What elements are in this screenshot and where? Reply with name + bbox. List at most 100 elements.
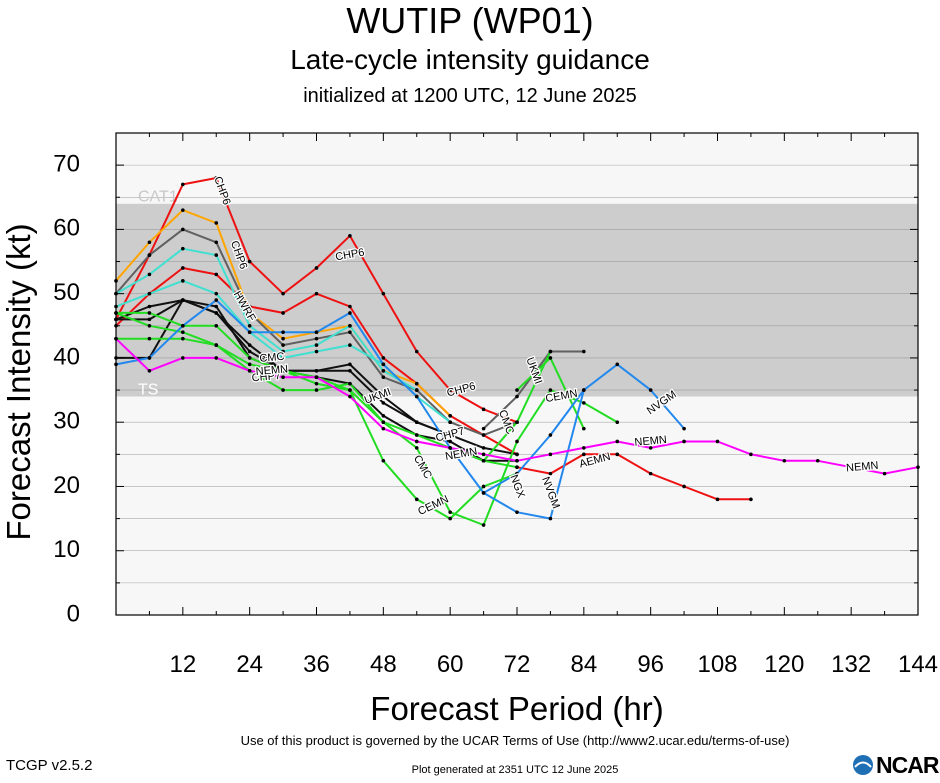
data-point — [548, 349, 553, 354]
data-point — [615, 452, 620, 457]
data-point — [314, 388, 319, 392]
data-point — [181, 279, 185, 283]
chart-subtitle: Late-cycle intensity guidance — [290, 44, 650, 75]
data-point — [715, 439, 720, 444]
x-tick-label: 96 — [637, 651, 664, 678]
band-label-cat1: CAT1 — [138, 189, 178, 206]
data-point — [448, 420, 452, 425]
data-point — [314, 266, 319, 270]
data-point — [448, 413, 452, 418]
data-point — [281, 356, 285, 360]
ncar-logo-text: NCAR — [876, 752, 939, 778]
data-point — [247, 304, 252, 309]
data-point — [247, 330, 252, 335]
data-point — [414, 394, 419, 399]
data-point — [448, 510, 452, 514]
data-point — [147, 356, 152, 360]
data-point — [515, 465, 519, 469]
data-point — [481, 523, 486, 527]
x-tick-label: 36 — [303, 651, 330, 678]
data-point — [515, 510, 519, 514]
data-point — [815, 458, 820, 463]
y-tick-label: 10 — [53, 536, 80, 563]
data-point — [281, 311, 285, 315]
ncar-logo-icon — [853, 755, 873, 775]
y-tick-label: 0 — [67, 600, 80, 627]
series-line — [483, 389, 585, 494]
data-point — [214, 324, 219, 328]
data-point — [348, 381, 352, 386]
data-point — [348, 368, 352, 373]
data-point — [214, 240, 219, 245]
data-point — [749, 452, 753, 457]
chart-init-time: initialized at 1200 UTC, 12 June 2025 — [303, 85, 637, 107]
y-tick-label: 20 — [53, 472, 80, 499]
data-point — [548, 516, 553, 521]
data-point — [481, 452, 486, 457]
data-point — [882, 471, 887, 476]
data-point — [281, 375, 285, 380]
data-point — [147, 253, 152, 257]
data-point — [381, 394, 386, 399]
data-point — [247, 324, 252, 328]
data-point — [648, 471, 653, 476]
y-tick-label: 30 — [53, 408, 80, 435]
data-point — [481, 407, 486, 412]
data-point — [214, 298, 219, 302]
data-point — [515, 452, 519, 457]
data-point — [749, 497, 753, 502]
x-tick-label: 24 — [236, 651, 263, 678]
data-point — [582, 452, 586, 457]
data-point — [214, 311, 219, 315]
data-point — [214, 176, 219, 180]
data-point — [348, 394, 352, 399]
series-line — [516, 453, 751, 501]
data-point — [281, 349, 285, 354]
ncar-logo: NCAR — [850, 752, 939, 778]
data-point — [181, 227, 185, 232]
data-point — [214, 291, 219, 296]
data-point — [481, 433, 486, 437]
data-point — [281, 388, 285, 392]
data-point — [147, 304, 152, 309]
data-point — [247, 362, 252, 367]
data-point — [348, 388, 352, 392]
data-point — [381, 362, 386, 367]
data-point — [448, 433, 452, 437]
series-label: CMC — [259, 351, 285, 365]
series-line — [115, 247, 418, 391]
data-point — [214, 356, 219, 360]
data-point — [414, 388, 419, 392]
data-point — [147, 317, 152, 322]
data-point — [548, 433, 553, 437]
data-point — [481, 458, 486, 463]
data-point — [247, 343, 252, 347]
x-tick-label: 120 — [764, 651, 804, 678]
data-point — [648, 446, 653, 450]
data-point — [147, 368, 152, 373]
band-label-ts: TS — [138, 381, 158, 398]
data-point — [448, 446, 452, 450]
series-label: CHP7 — [251, 370, 281, 385]
data-point — [515, 458, 519, 463]
data-point — [214, 343, 219, 347]
data-point — [147, 291, 152, 296]
data-point — [314, 349, 319, 354]
data-point — [515, 439, 519, 444]
y-tick-label: 40 — [53, 343, 80, 370]
data-point — [381, 401, 386, 405]
data-point — [314, 343, 319, 347]
data-point — [314, 330, 319, 335]
plot-generated-label: Plot generated at 2351 UTC 12 June 2025 — [411, 764, 619, 776]
chart-title: WUTIP (WP01) — [346, 0, 594, 41]
x-tick-label: 12 — [169, 651, 196, 678]
data-point — [582, 388, 586, 392]
data-point — [481, 426, 486, 431]
data-point — [281, 336, 285, 341]
data-point — [515, 420, 519, 425]
data-point — [348, 324, 352, 328]
data-point — [381, 420, 386, 425]
data-point — [414, 349, 419, 354]
series-line — [116, 337, 618, 526]
